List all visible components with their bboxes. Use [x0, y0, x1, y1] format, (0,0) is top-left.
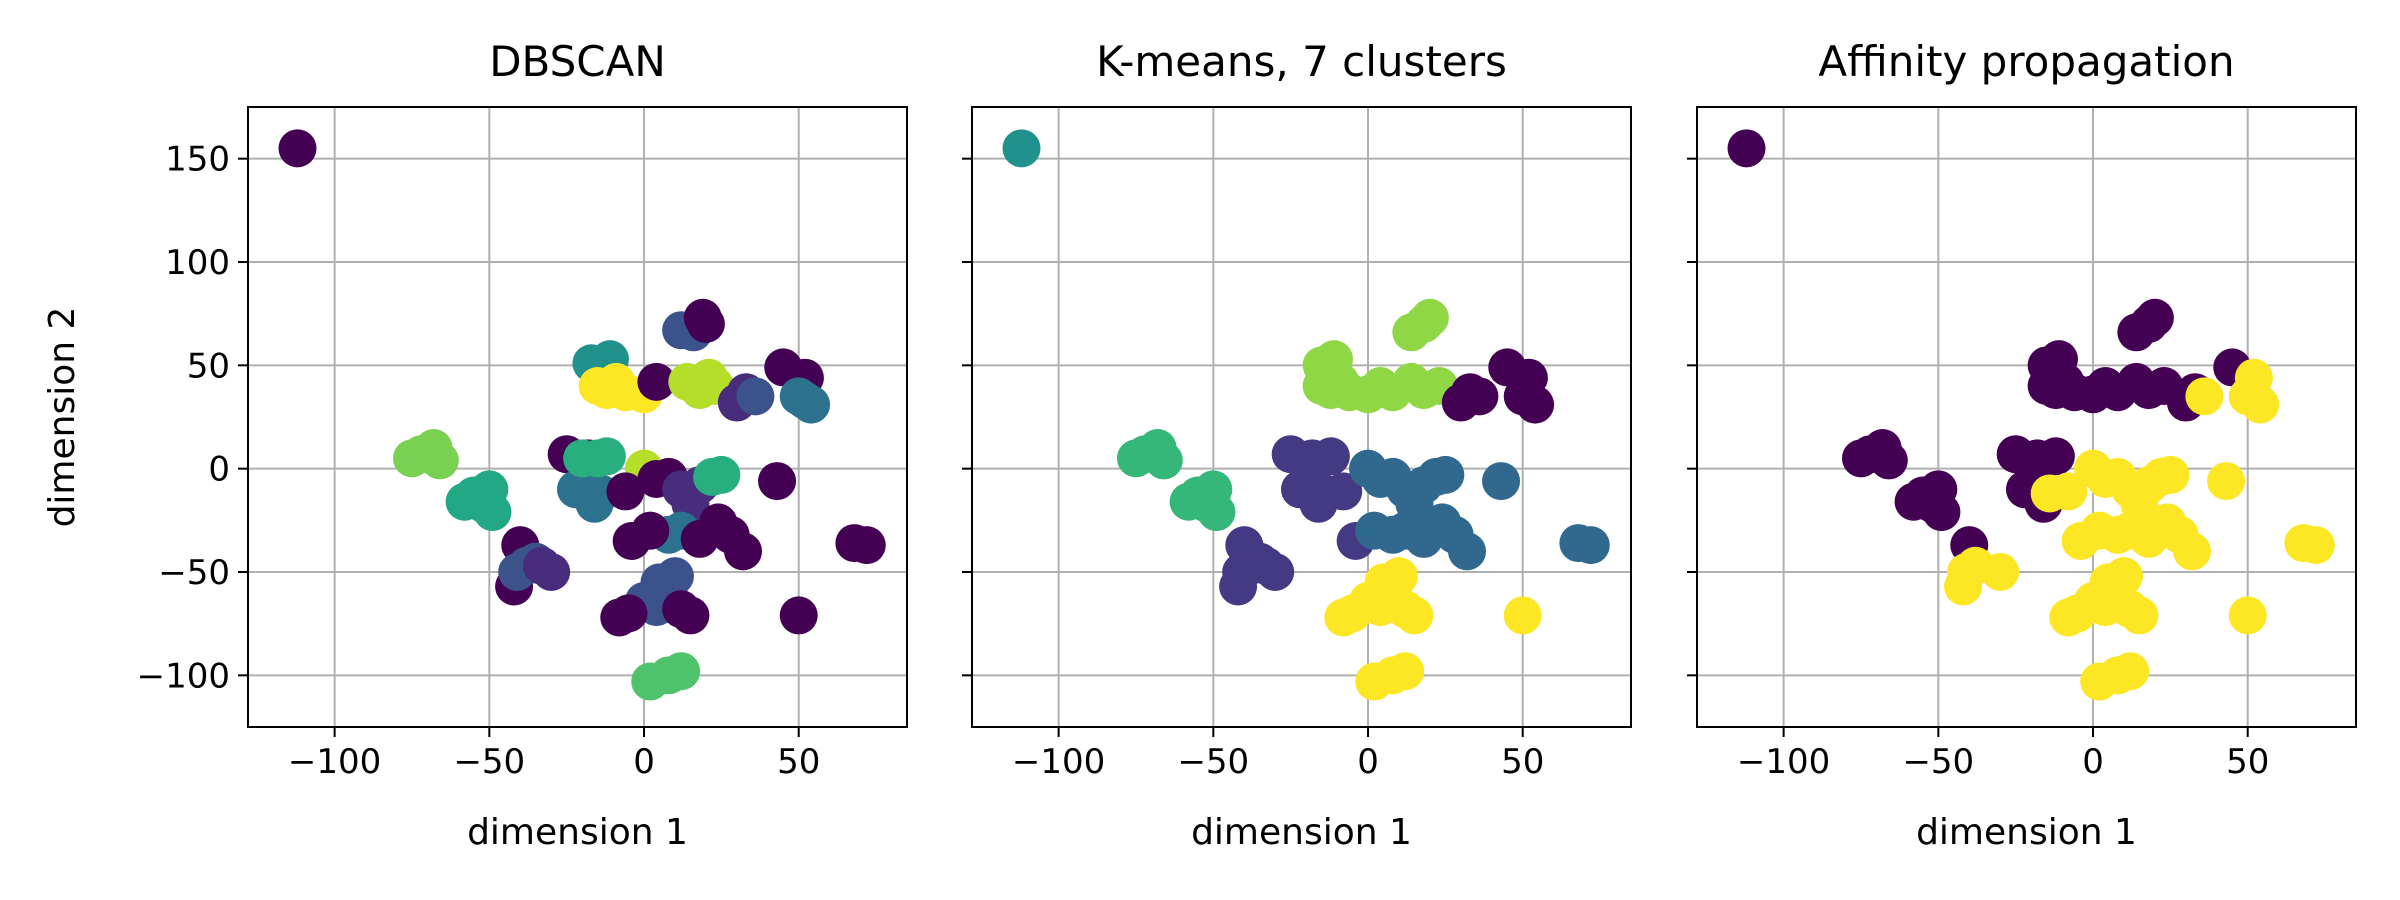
- data-point: [606, 472, 645, 511]
- points-group: [1002, 129, 1610, 701]
- data-point: [2241, 385, 2280, 424]
- data-point: [2173, 532, 2212, 571]
- data-point: [2296, 526, 2335, 565]
- x-tick-label: −100: [1012, 742, 1105, 782]
- axes-frame: [1696, 106, 2357, 728]
- data-point: [1386, 652, 1425, 691]
- data-point: [2207, 462, 2246, 501]
- x-tick-label: −50: [1902, 742, 1974, 782]
- y-axis-label: dimension 2: [42, 307, 83, 528]
- data-point: [609, 594, 648, 633]
- data-point: [1293, 466, 1332, 505]
- data-point: [2120, 596, 2159, 635]
- axes-frame: [247, 106, 908, 728]
- points-group: [278, 129, 886, 701]
- data-point: [2228, 596, 2267, 635]
- points-group: [1727, 129, 2335, 701]
- y-tick-label: −50: [158, 553, 230, 593]
- data-point: [1311, 437, 1350, 476]
- data-point: [1333, 594, 1372, 633]
- data-point: [671, 596, 710, 635]
- data-point: [2058, 594, 2097, 633]
- x-tick-label: 50: [1501, 742, 1544, 782]
- panel-1: −100 −50 0 50 150 100 50 0 −50 −100 DBSCAN dimensio…: [42, 37, 908, 853]
- data-point: [686, 305, 725, 343]
- x-tick-label: −50: [453, 742, 525, 782]
- panel-title: K-means, 7 clusters: [1096, 37, 1507, 86]
- data-point: [702, 455, 741, 494]
- panel-2: −100 −50 0 50 K-means, 7 clusters dimension 1: [962, 37, 1632, 853]
- y-tick-label: 50: [187, 346, 230, 386]
- x-axis-label: dimension 1: [1191, 812, 1412, 853]
- x-tick-label: 0: [633, 742, 655, 782]
- data-point: [522, 546, 561, 585]
- y-tick-label: 0: [208, 450, 230, 490]
- data-point: [1947, 553, 1986, 591]
- data-point: [1482, 462, 1521, 501]
- data-point: [1426, 455, 1465, 494]
- data-point: [1869, 441, 1908, 480]
- data-point: [278, 129, 317, 168]
- panel-title: DBSCAN: [489, 37, 666, 86]
- data-point: [2135, 298, 2174, 337]
- data-point: [392, 439, 431, 478]
- data-point: [1571, 526, 1610, 565]
- data-point: [2111, 652, 2150, 691]
- x-tick-label: −50: [1177, 742, 1249, 782]
- y-tick-label: −100: [137, 656, 230, 696]
- panel-title: Affinity propagation: [1818, 37, 2234, 86]
- data-point: [1246, 546, 1285, 585]
- data-point: [1841, 439, 1880, 478]
- data-point: [1460, 377, 1499, 416]
- data-point: [1116, 439, 1155, 478]
- x-tick-label: −100: [288, 742, 381, 782]
- data-point: [1144, 441, 1183, 480]
- data-point: [1922, 493, 1961, 532]
- data-point: [2049, 472, 2088, 511]
- data-point: [637, 362, 676, 401]
- data-point: [662, 652, 701, 691]
- data-point: [758, 462, 797, 501]
- y-tick-label: 150: [165, 140, 230, 180]
- data-point: [785, 381, 824, 420]
- data-point: [587, 437, 626, 476]
- x-tick-label: 0: [1357, 742, 1379, 782]
- data-point: [1503, 596, 1542, 635]
- data-point: [779, 596, 818, 635]
- x-tick-label: −100: [1737, 742, 1830, 782]
- data-point: [1002, 129, 1041, 168]
- data-point: [736, 377, 775, 416]
- panel-3: −100 −50 0 50 Affinity propagation dimension …: [1687, 37, 2357, 853]
- x-tick-label: 50: [777, 742, 820, 782]
- data-point: [2080, 511, 2119, 550]
- data-point: [1355, 511, 1394, 550]
- data-point: [689, 358, 728, 397]
- data-point: [724, 532, 763, 571]
- data-point: [847, 526, 886, 565]
- data-point: [2036, 437, 2075, 476]
- x-axis-label: dimension 1: [467, 812, 688, 853]
- x-tick-label: 0: [2082, 742, 2104, 782]
- data-point: [1324, 472, 1363, 511]
- data-point: [1516, 385, 1555, 424]
- data-point: [631, 511, 670, 550]
- data-point: [2185, 377, 2224, 416]
- data-point: [1197, 493, 1236, 532]
- data-point: [1410, 298, 1449, 337]
- y-tick-label: 100: [165, 243, 230, 283]
- x-axis-label: dimension 1: [1916, 812, 2137, 853]
- data-point: [2151, 455, 2190, 494]
- axes-frame: [971, 106, 1632, 728]
- x-tick-label: 50: [2226, 742, 2269, 782]
- data-point: [1981, 553, 2020, 591]
- data-point: [420, 441, 459, 480]
- data-point: [1727, 129, 1766, 168]
- data-point: [1395, 596, 1434, 635]
- data-point: [1448, 532, 1487, 571]
- data-point: [473, 493, 512, 532]
